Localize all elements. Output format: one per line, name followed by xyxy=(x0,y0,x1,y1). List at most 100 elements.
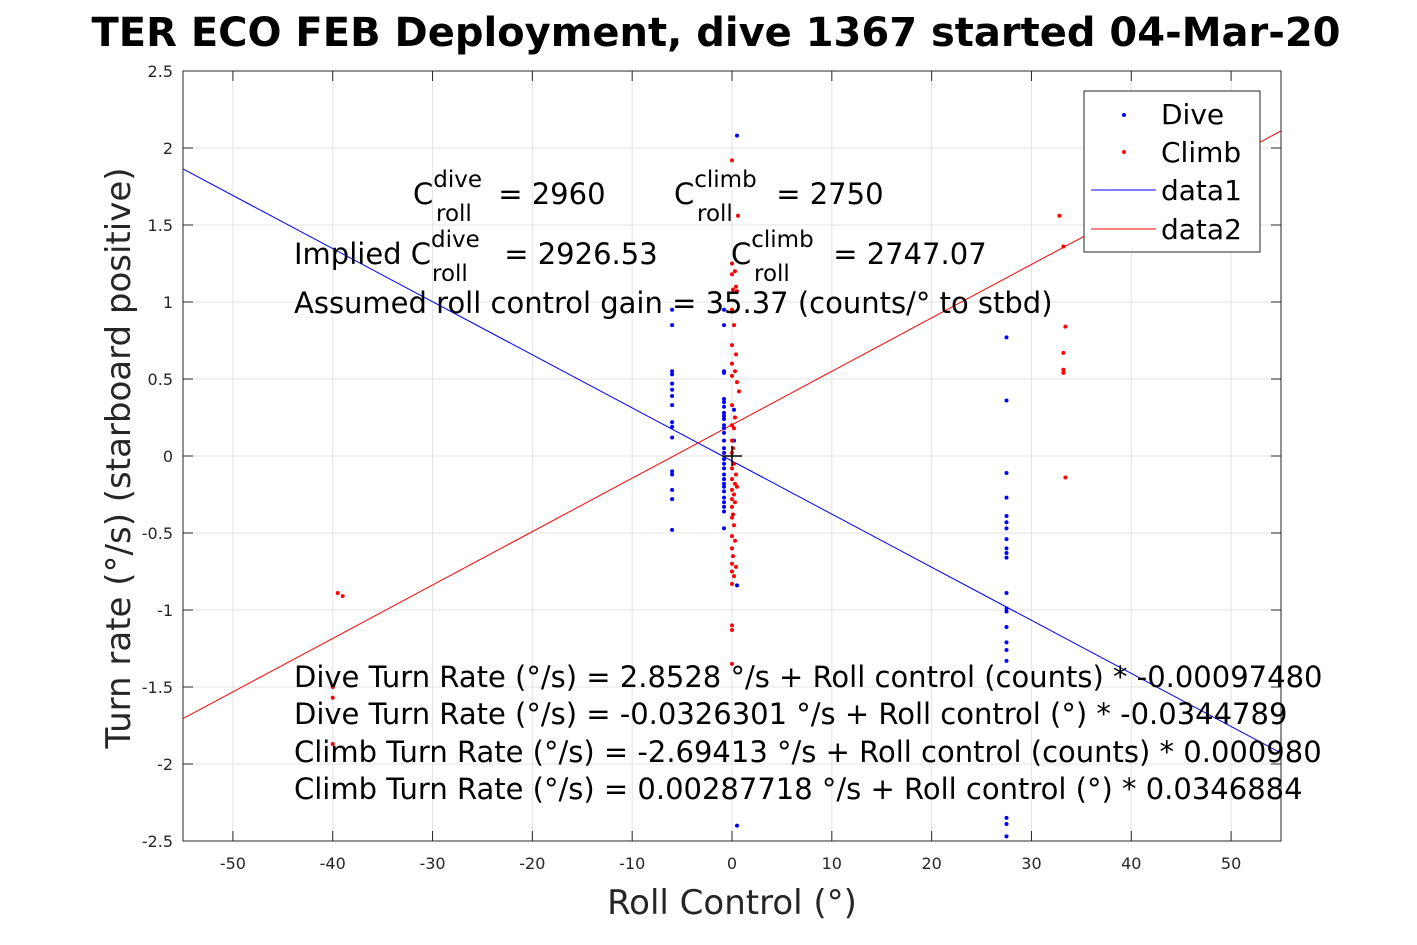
dive-point xyxy=(722,400,727,405)
climb-point xyxy=(732,269,737,274)
climb-point xyxy=(734,484,739,489)
climb-point xyxy=(730,628,734,633)
dive-point xyxy=(1004,815,1009,820)
annotation-implied-climb-sub: roll xyxy=(754,261,790,287)
y-axis-label: Turn rate (°/s) (starboard positive) xyxy=(99,167,139,749)
climb-point xyxy=(730,158,734,163)
dive-point xyxy=(722,484,727,489)
climb-point xyxy=(731,426,736,431)
climb-point xyxy=(1061,350,1066,355)
dive-point xyxy=(670,424,675,429)
dive-point xyxy=(722,430,727,435)
annotation-c-climb-value: = 2750 xyxy=(767,177,884,211)
annotation-c-climb-base: C xyxy=(674,177,694,211)
climb-point xyxy=(330,685,335,689)
y-tick-label: 1 xyxy=(163,293,173,312)
climb-point xyxy=(730,534,734,539)
dive-point xyxy=(1004,546,1009,551)
ticks: -50 -40 -30 -20 -10 0 10 20 30 40 50-2.5-2-1.5-1-0… xyxy=(142,62,1281,873)
x-tick-label: -50 xyxy=(220,854,246,873)
dive-point xyxy=(1004,514,1009,519)
x-tick-label: 50 xyxy=(1221,854,1241,873)
climb-point xyxy=(731,323,736,328)
legend-label-data1: data1 xyxy=(1161,174,1242,207)
dive-point xyxy=(1004,526,1009,531)
dive-point xyxy=(1004,606,1009,611)
legend: Dive Climb data1 data2 xyxy=(1083,90,1261,253)
y-tick-label: -2 xyxy=(157,755,173,774)
dive-point xyxy=(1004,555,1009,560)
climb-point xyxy=(730,373,734,378)
climb-point xyxy=(1063,475,1068,480)
dive-point xyxy=(734,583,739,588)
y-tick-label: 0 xyxy=(163,447,173,466)
dive-point xyxy=(670,372,675,377)
origin-marker xyxy=(722,446,742,466)
annotations: Cdive roll = 2960 Cclimb roll = 2750 Impli… xyxy=(294,167,1322,806)
annotation-implied-dive-prefix: Implied xyxy=(294,237,411,271)
climb-point xyxy=(330,695,335,700)
climb-point xyxy=(730,361,734,366)
dive-point xyxy=(722,404,727,409)
dive-point xyxy=(722,438,727,443)
climb-point xyxy=(730,561,734,566)
annotation-roll-gain: Assumed roll control gain = 35.37 (count… xyxy=(294,286,1053,320)
climb-point xyxy=(1061,370,1066,375)
climb-point xyxy=(1061,244,1066,249)
dive-point xyxy=(1004,520,1009,525)
x-tick-label: 40 xyxy=(1121,854,1141,873)
dive-point xyxy=(1004,335,1009,340)
dive-point xyxy=(722,477,727,482)
climb-point xyxy=(735,213,740,218)
dive-point xyxy=(722,370,727,375)
annotation-implied-dive-sub: roll xyxy=(432,261,468,287)
annotation-c-climb: Cclimb roll = 2750 xyxy=(674,167,884,227)
climb-point xyxy=(730,504,734,509)
climb-point xyxy=(340,594,345,599)
annotation-c-dive-sup: dive xyxy=(433,167,482,193)
climb-point xyxy=(335,591,340,596)
climb-point xyxy=(730,515,734,520)
dive-point xyxy=(670,420,675,425)
climb-point xyxy=(730,554,735,559)
legend-label-dive: Dive xyxy=(1161,98,1224,131)
dive-point xyxy=(670,435,675,440)
chart-title: TER ECO FEB Deployment, dive 1367 starte… xyxy=(91,10,1340,56)
y-tick-label: -1 xyxy=(157,601,173,620)
annotation-implied-dive-sup: dive xyxy=(431,227,480,253)
dive-point xyxy=(722,461,727,466)
climb-point xyxy=(730,343,734,348)
dive-point xyxy=(1004,624,1009,629)
annotation-climb-counts-fit: Climb Turn Rate (°/s) = -2.69413 °/s + R… xyxy=(294,735,1322,769)
dive-point xyxy=(1004,398,1009,403)
climb-point xyxy=(730,287,735,292)
dive-point xyxy=(670,393,675,398)
dive-point xyxy=(670,469,675,474)
climb-point xyxy=(732,481,737,486)
dive-point xyxy=(722,504,727,509)
dive-point xyxy=(1004,495,1009,500)
dive-point xyxy=(734,133,739,138)
y-tick-label: 2 xyxy=(163,139,173,158)
climb-point xyxy=(730,623,734,628)
dive-point xyxy=(1004,834,1009,839)
climb-point xyxy=(730,261,734,266)
climb-point xyxy=(733,352,738,357)
dive-point xyxy=(722,307,727,312)
dive-point xyxy=(670,381,675,386)
x-tick-label: 30 xyxy=(1021,854,1041,873)
dive-point xyxy=(722,457,727,462)
x-tick-label: 0 xyxy=(727,854,737,873)
annotation-c-dive-base: C xyxy=(413,177,433,211)
dive-point xyxy=(1004,640,1009,645)
climb-point xyxy=(734,380,739,385)
dive-point xyxy=(722,450,727,455)
dive-point xyxy=(722,489,727,494)
climb-point xyxy=(730,661,734,666)
dive-point xyxy=(1004,470,1009,475)
climb-point xyxy=(730,477,734,482)
climb-point xyxy=(330,741,335,746)
dive-point xyxy=(670,369,675,374)
dive-point xyxy=(670,323,675,328)
climb-point xyxy=(732,538,737,543)
